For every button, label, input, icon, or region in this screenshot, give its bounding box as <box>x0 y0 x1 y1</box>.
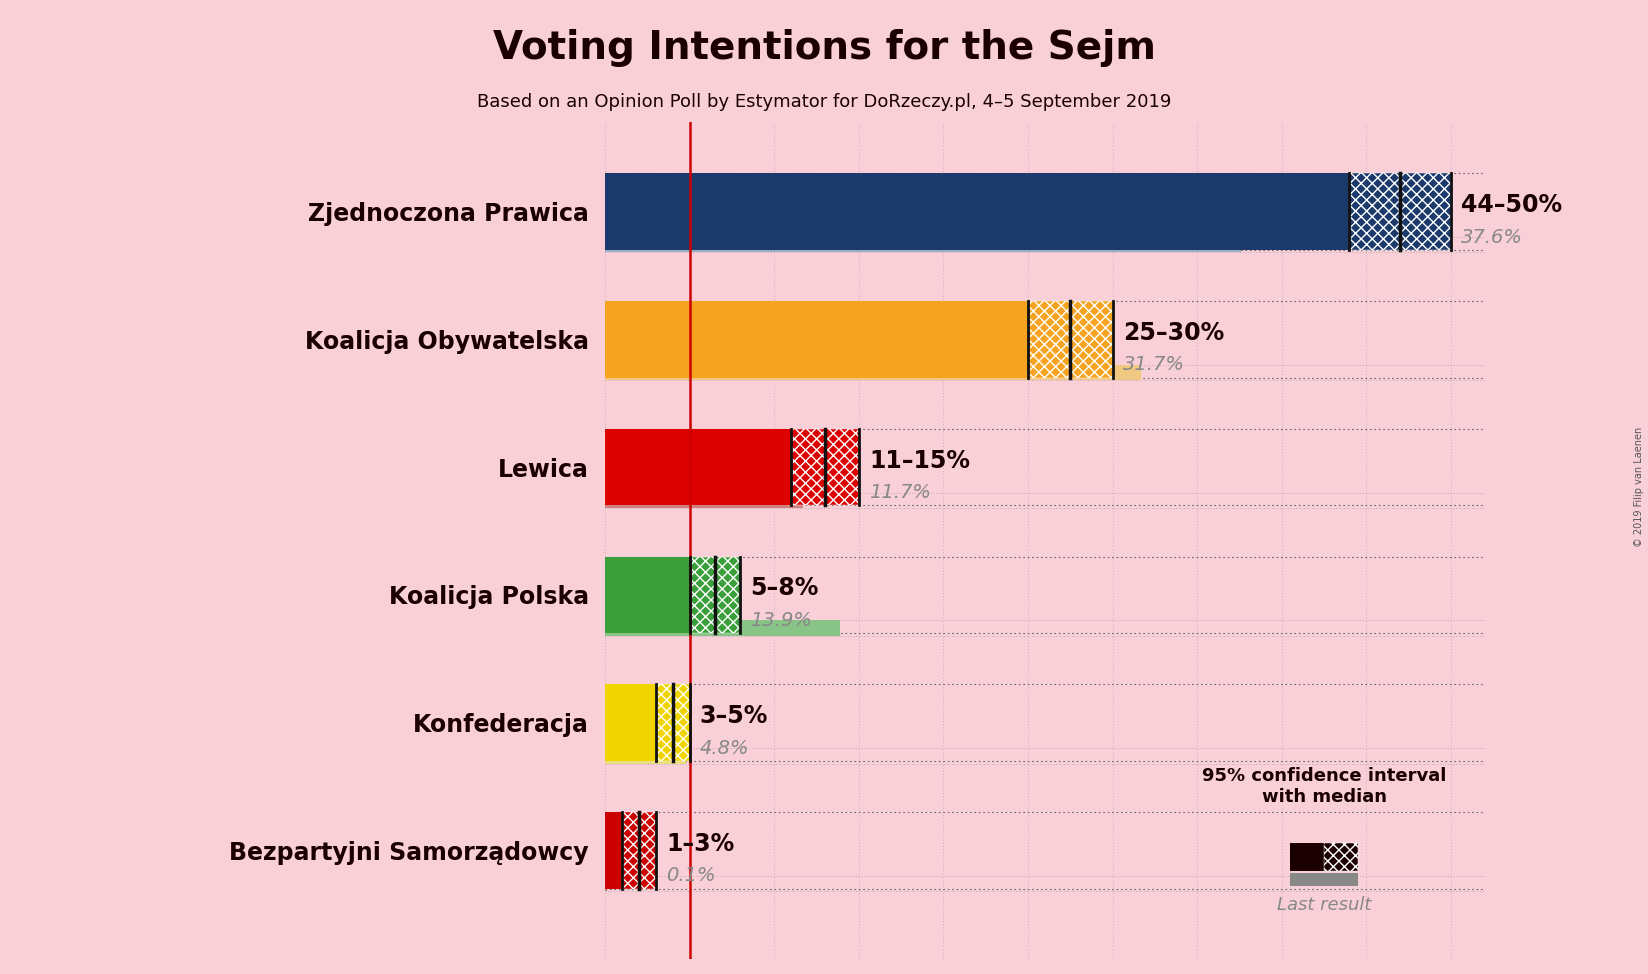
Text: 95% confidence interval
with median: 95% confidence interval with median <box>1201 767 1445 805</box>
Bar <box>1289 874 1356 886</box>
Text: 13.9%: 13.9% <box>750 611 812 630</box>
Text: © 2019 Filip van Laenen: © 2019 Filip van Laenen <box>1633 427 1643 547</box>
Bar <box>605 556 689 633</box>
Bar <box>1323 843 1356 871</box>
Bar <box>689 556 740 633</box>
Text: 1–3%: 1–3% <box>666 832 733 856</box>
Bar <box>605 237 1241 252</box>
Text: Based on an Opinion Poll by Estymator for DoRzeczy.pl, 4–5 September 2019: Based on an Opinion Poll by Estymator fo… <box>476 93 1172 110</box>
Bar <box>605 173 1348 250</box>
Text: 44–50%: 44–50% <box>1460 193 1561 217</box>
Text: 11.7%: 11.7% <box>868 483 929 503</box>
Bar <box>605 429 791 506</box>
Bar <box>605 301 1027 378</box>
Text: 4.8%: 4.8% <box>699 738 748 758</box>
Bar <box>605 876 606 891</box>
Bar <box>605 365 1140 380</box>
Text: 25–30%: 25–30% <box>1122 321 1223 345</box>
Bar <box>605 493 803 508</box>
Text: 37.6%: 37.6% <box>1460 228 1523 246</box>
Text: 3–5%: 3–5% <box>699 704 768 729</box>
Text: Voting Intentions for the Sejm: Voting Intentions for the Sejm <box>493 29 1155 67</box>
Text: Last result: Last result <box>1276 896 1371 915</box>
Text: 11–15%: 11–15% <box>868 449 969 472</box>
Bar <box>791 429 859 506</box>
Bar <box>1348 173 1450 250</box>
Bar <box>1289 843 1323 871</box>
Bar <box>605 685 656 761</box>
Bar <box>656 685 689 761</box>
Text: 31.7%: 31.7% <box>1122 356 1183 374</box>
Text: 0.1%: 0.1% <box>666 867 715 885</box>
Bar <box>1027 301 1112 378</box>
Bar <box>621 812 656 888</box>
Bar <box>605 748 686 764</box>
Text: 5–8%: 5–8% <box>750 577 819 601</box>
Bar <box>605 620 839 636</box>
Bar <box>605 812 621 888</box>
